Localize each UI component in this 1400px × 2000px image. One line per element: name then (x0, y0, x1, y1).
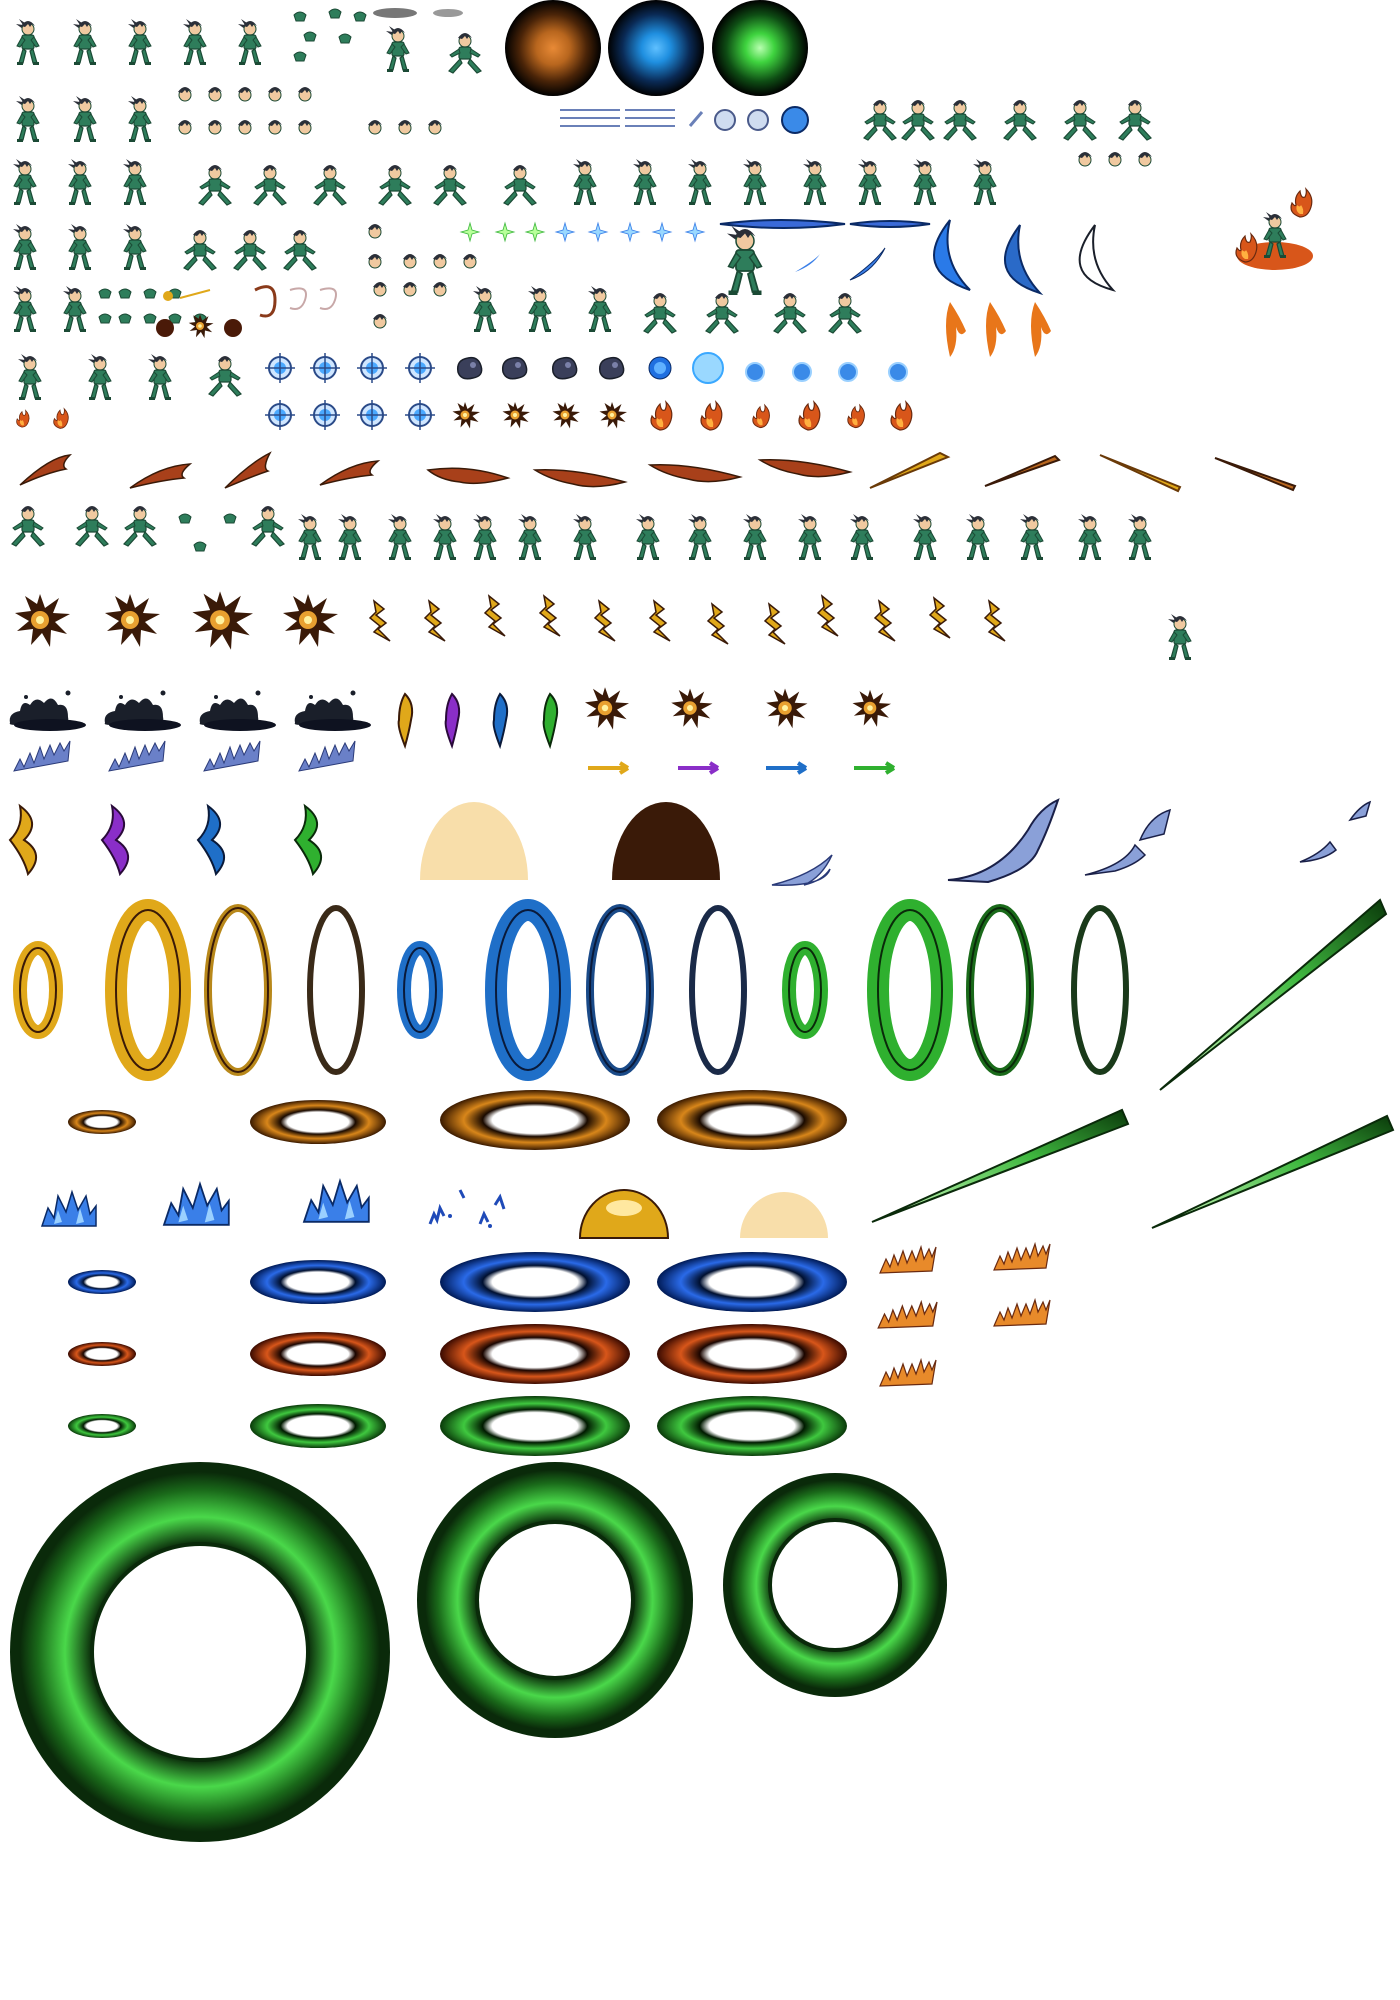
fire-streak-frames (19, 451, 853, 489)
fire-effect-frames (946, 302, 1051, 357)
dome-shield-frames (578, 1189, 828, 1239)
energy-streak-frames (560, 106, 809, 134)
character-attack-frames (11, 505, 1152, 561)
character-idle-frames (15, 8, 482, 74)
ink-splash-frames (9, 690, 371, 772)
energy-ball-frames (264, 352, 908, 431)
explosion-frames (452, 402, 627, 429)
shadow-icon (373, 8, 417, 18)
explosion-frames (585, 687, 891, 730)
wing-slash-frames (9, 805, 323, 875)
lance-projectile-frames (869, 451, 1297, 493)
fire-effect-frames (1235, 188, 1313, 270)
sparkle-frames (460, 222, 705, 242)
flame-burst-frames (877, 1243, 1051, 1387)
character-pose-icon (726, 225, 763, 296)
arrow-projectile-frames (586, 761, 896, 775)
glow-orb-orange-icon (505, 0, 601, 96)
crystal-frames (41, 1180, 506, 1228)
smoke-wisp-frames (771, 798, 1372, 886)
green-beam-frames (871, 898, 1395, 1229)
ground-ring-frames (68, 1090, 847, 1456)
character-attack-frames (863, 99, 1152, 141)
crescent-slash-frames (933, 219, 1117, 296)
smoke-wisp-frames (254, 285, 337, 318)
shadow-icon (433, 9, 463, 17)
dome-shield-frames (420, 802, 720, 880)
portal-ring-frames (13, 899, 1129, 1081)
feather-blade-frames (397, 693, 559, 747)
glow-orb-green-icon (712, 0, 808, 96)
character-run-frames (17, 353, 242, 401)
shockwave-ring-frames (10, 1462, 947, 1842)
explosion-frames (15, 591, 338, 650)
lightning-frames (369, 595, 1006, 645)
character-run-frames (15, 86, 443, 143)
energy-streak-frames (719, 219, 931, 281)
character-idle-frames (1167, 613, 1192, 661)
energy-ball-frames (156, 289, 242, 339)
glow-orb-blue-icon (608, 0, 704, 96)
character-attack-frames (12, 151, 1153, 206)
character-run-frames (12, 223, 478, 271)
